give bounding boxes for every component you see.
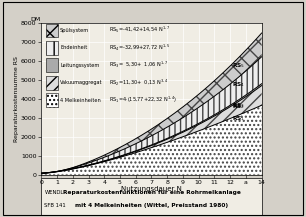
Y-axis label: Reparaturkostensumme RS: Reparaturkostensumme RS: [14, 56, 20, 142]
Text: RS$_5$: RS$_5$: [232, 62, 245, 71]
Bar: [46, 76, 58, 90]
Text: Spülsystem: Spülsystem: [60, 28, 89, 33]
Bar: [46, 41, 58, 55]
Text: Vakuumaggregat: Vakuumaggregat: [60, 80, 103, 85]
Text: RS$_3$=  5,30+  1,06 N$^{1,7}$: RS$_3$= 5,30+ 1,06 N$^{1,7}$: [109, 60, 168, 70]
Text: RS$_3$: RS$_3$: [232, 101, 245, 110]
Text: RS$_1$: RS$_1$: [232, 114, 245, 123]
Text: Leitungssystem: Leitungssystem: [60, 63, 99, 68]
Text: Reparaturkostenfunktionen für eine Rohrmelkanlage: Reparaturkostenfunktionen für eine Rohrm…: [62, 189, 241, 195]
Bar: [46, 24, 58, 37]
Text: RS$_5$=-41,42+14,54 N$^{1,7}$: RS$_5$=-41,42+14,54 N$^{1,7}$: [109, 25, 170, 35]
Text: 4 Melkeinheiten: 4 Melkeinheiten: [60, 98, 101, 103]
X-axis label: Nutzungsdauer N: Nutzungsdauer N: [121, 186, 182, 192]
Text: WENDL: WENDL: [44, 189, 64, 195]
Text: RS$_1$=4·(15,77+22,32 N$^{1,4}$): RS$_1$=4·(15,77+22,32 N$^{1,4}$): [109, 95, 177, 105]
Text: Endeinheit: Endeinheit: [60, 45, 87, 50]
Text: RS$_2$=11,30+  0,13 N$^{3,4}$: RS$_2$=11,30+ 0,13 N$^{3,4}$: [109, 78, 168, 88]
Text: SFB 141: SFB 141: [44, 202, 66, 208]
Text: RS$_4$: RS$_4$: [232, 80, 245, 89]
Text: mit 4 Melkeinheiten (Wittel, Preisstand 1980): mit 4 Melkeinheiten (Wittel, Preisstand …: [75, 202, 228, 208]
Bar: [46, 58, 58, 72]
Bar: [46, 93, 58, 107]
Text: RS$_2$: RS$_2$: [232, 102, 245, 111]
Text: DM: DM: [30, 17, 40, 22]
Text: RS$_4$=-32,99+27,72 N$^{1,5}$: RS$_4$=-32,99+27,72 N$^{1,5}$: [109, 43, 170, 53]
